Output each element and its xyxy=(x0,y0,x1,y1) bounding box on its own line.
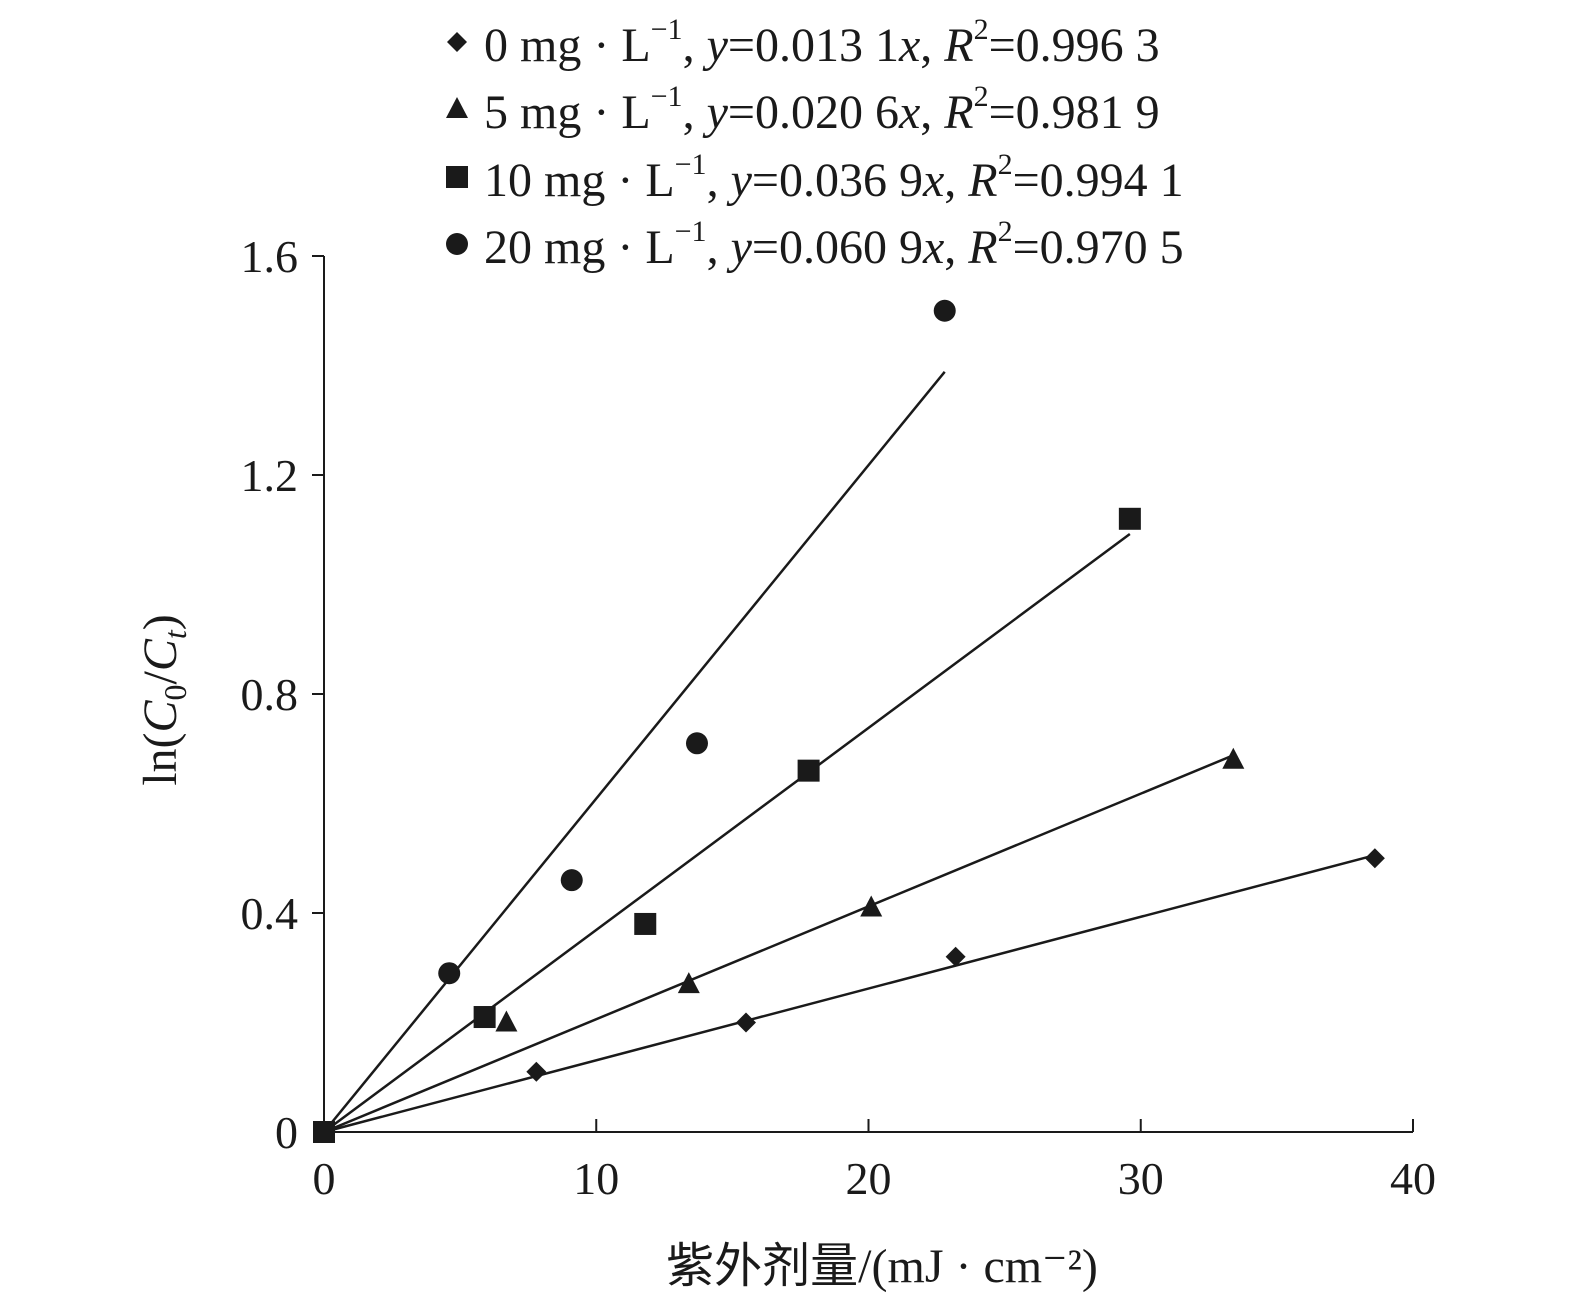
legend-R: R xyxy=(943,86,973,139)
y-axis-label-sub0: 0 xyxy=(157,684,193,700)
legend-comma1: , xyxy=(707,154,731,207)
x-tick-label: 0 xyxy=(313,1153,336,1204)
legend-comma2: , xyxy=(944,154,968,207)
ticks: 0 10 20 30 40 0 0.4 0.8 1.2 1.6 xyxy=(241,231,1437,1204)
x-axis-label: 紫外剂量/(mJ · cm⁻²) xyxy=(666,1240,1098,1293)
data-point-square xyxy=(1118,507,1141,530)
data-point-circle xyxy=(560,869,583,892)
legend-exp: −1 xyxy=(675,148,707,181)
markers xyxy=(313,299,1385,1143)
y-axis-label: ln(C0/Ct) xyxy=(134,614,193,786)
legend-comma2: , xyxy=(944,221,968,274)
x-tick-label: 40 xyxy=(1390,1153,1436,1204)
legend-comma1: , xyxy=(683,86,707,139)
legend-exp: −1 xyxy=(675,215,707,248)
y-tick-label: 0.8 xyxy=(241,669,299,720)
y-axis-label-ct: C xyxy=(134,638,187,671)
legend-R: R xyxy=(967,154,997,207)
legend-marker-circle xyxy=(446,233,468,255)
y-tick-label: 1.2 xyxy=(241,450,299,501)
data-point-square xyxy=(797,759,820,782)
legend-exp: −1 xyxy=(651,80,683,113)
legend-eq: =0.036 9 xyxy=(752,154,923,207)
legend-label: 5 mg · L−1, y=0.020 6x, R2=0.981 9 xyxy=(484,80,1160,139)
legend-y: y xyxy=(702,86,729,139)
data-point-circle xyxy=(438,962,461,985)
legend-label: 20 mg · L−1, y=0.060 9x, R2=0.970 5 xyxy=(484,215,1184,274)
legend-r2: =0.970 5 xyxy=(1013,221,1184,274)
legend-marker-square xyxy=(446,166,468,188)
data-point-diamond xyxy=(735,1012,756,1033)
legend-rexp: 2 xyxy=(998,148,1013,181)
fit-line-triangle xyxy=(323,754,1234,1134)
legend-rexp: 2 xyxy=(974,13,989,46)
data-point-diamond xyxy=(1364,848,1385,869)
legend-comma1: , xyxy=(707,221,731,274)
x-tick-label: 20 xyxy=(846,1153,892,1204)
legend-conc: 10 mg · L xyxy=(484,154,675,207)
y-axis-label-c0: C xyxy=(134,699,187,732)
legend-rexp: 2 xyxy=(974,80,989,113)
y-axis-label-suffix: ) xyxy=(134,614,187,630)
legend-x: x xyxy=(898,86,920,139)
legend-R: R xyxy=(967,221,997,274)
legend-marker-diamond xyxy=(447,32,467,52)
legend-x: x xyxy=(922,154,944,207)
fit-line-circle xyxy=(323,370,946,1133)
data-point-circle xyxy=(933,299,956,322)
axes xyxy=(323,256,1413,1133)
legend-eq: =0.060 9 xyxy=(752,221,923,274)
legend-r2: =0.996 3 xyxy=(989,19,1160,72)
legend-label: 10 mg · L−1, y=0.036 9x, R2=0.994 1 xyxy=(484,148,1184,207)
y-axis-label-subt: t xyxy=(157,629,193,639)
legend-conc: 0 mg · L xyxy=(484,19,651,72)
data-point-triangle xyxy=(677,972,700,994)
legend-marker-triangle xyxy=(446,97,468,118)
legend-comma2: , xyxy=(920,86,944,139)
legend-r2: =0.981 9 xyxy=(989,86,1160,139)
data-point-triangle xyxy=(1222,747,1245,769)
fit-lines xyxy=(323,370,1376,1134)
data-point-diamond xyxy=(526,1061,547,1082)
fit-line-square xyxy=(323,532,1131,1134)
legend-comma1: , xyxy=(683,19,707,72)
legend-label: 0 mg · L−1, y=0.013 1x, R2=0.996 3 xyxy=(484,13,1160,72)
y-tick-label: 1.6 xyxy=(241,231,299,282)
legend: 0 mg · L−1, y=0.013 1x, R2=0.996 35 mg ·… xyxy=(446,13,1184,274)
legend-y: y xyxy=(726,221,753,274)
legend-eq: =0.013 1 xyxy=(728,19,899,72)
legend-conc: 5 mg · L xyxy=(484,86,651,139)
data-point-triangle xyxy=(495,1010,518,1032)
y-axis-label-prefix: ln( xyxy=(134,732,187,785)
legend-x: x xyxy=(898,19,920,72)
legend-y: y xyxy=(702,19,729,72)
legend-y: y xyxy=(726,154,753,207)
y-tick-label: 0.4 xyxy=(241,888,299,939)
y-axis-label-slash: / xyxy=(134,670,187,684)
data-point-square xyxy=(473,1006,496,1029)
legend-r2: =0.994 1 xyxy=(1013,154,1184,207)
data-point-square xyxy=(634,912,657,935)
legend-x: x xyxy=(922,221,944,274)
data-point-circle xyxy=(685,732,708,755)
data-point-triangle xyxy=(860,895,883,917)
legend-R: R xyxy=(943,19,973,72)
y-tick-label: 0 xyxy=(275,1107,298,1158)
legend-rexp: 2 xyxy=(998,215,1013,248)
data-point-circle xyxy=(313,1121,335,1143)
legend-conc: 20 mg · L xyxy=(484,221,675,274)
x-tick-label: 30 xyxy=(1118,1153,1164,1204)
legend-comma2: , xyxy=(920,19,944,72)
legend-eq: =0.020 6 xyxy=(728,86,899,139)
fit-line-diamond xyxy=(323,853,1376,1134)
data-point-diamond xyxy=(945,946,966,967)
legend-exp: −1 xyxy=(651,13,683,46)
x-tick-label: 10 xyxy=(573,1153,619,1204)
